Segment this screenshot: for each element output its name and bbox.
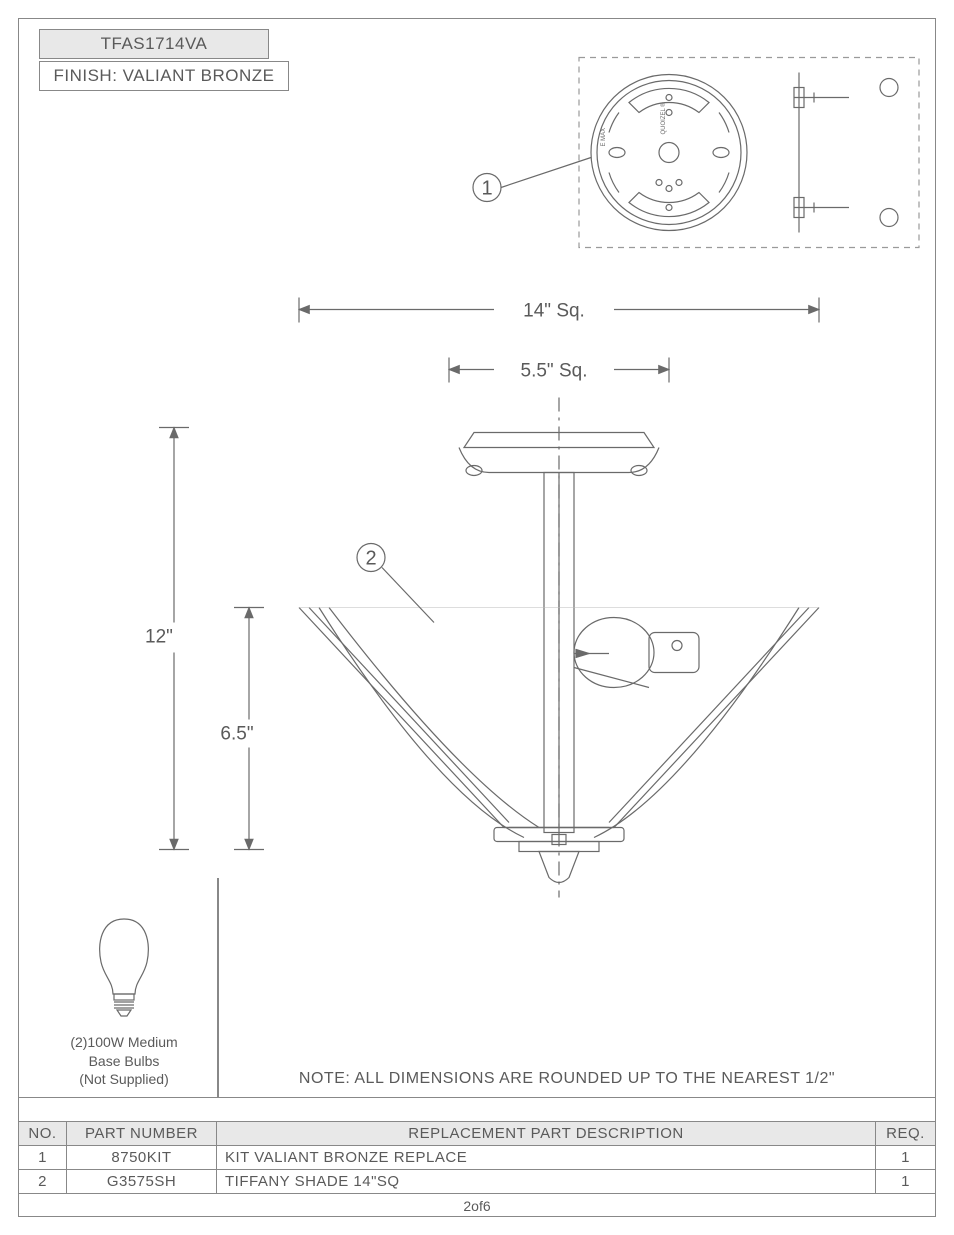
bulb-line1: (2)100W Medium <box>39 1033 209 1051</box>
cell-req: 1 <box>876 1146 936 1170</box>
table-header-row: NO. PART NUMBER REPLACEMENT PART DESCRIP… <box>19 1122 936 1146</box>
col-header-no: NO. <box>19 1122 67 1146</box>
dim-width-canopy: 5.5" Sq. <box>521 361 588 382</box>
bulb-line2: Base Bulbs <box>39 1052 209 1070</box>
cell-no: 2 <box>19 1170 67 1194</box>
dim-width-overall: 14" Sq. <box>523 301 585 322</box>
dim-height-shade: 6.5" <box>220 724 253 745</box>
bulb-icon <box>89 914 159 1024</box>
svg-text:QUOIZEL ®: QUOIZEL ® <box>660 102 667 135</box>
table-row: 1 8750KIT KIT VALIANT BRONZE REPLACE 1 <box>19 1146 936 1170</box>
cell-partnumber: 8750KIT <box>67 1146 217 1170</box>
svg-text:E MAX: E MAX <box>601 128 607 147</box>
cell-description: TIFFANY SHADE 14"SQ <box>217 1170 876 1194</box>
cell-description: KIT VALIANT BRONZE REPLACE <box>217 1146 876 1170</box>
col-header-description: REPLACEMENT PART DESCRIPTION <box>217 1122 876 1146</box>
page-indicator: 2of6 <box>19 1198 935 1214</box>
drawing-frame: TFAS1714VA FINISH: VALIANT BRONZE <box>18 18 936 1217</box>
cell-req: 1 <box>876 1170 936 1194</box>
rounding-note: NOTE: ALL DIMENSIONS ARE ROUNDED UP TO T… <box>229 1070 905 1088</box>
parts-table: NO. PART NUMBER REPLACEMENT PART DESCRIP… <box>18 1121 936 1194</box>
callout-1: 1 <box>481 178 492 200</box>
cell-no: 1 <box>19 1146 67 1170</box>
cell-partnumber: G3575SH <box>67 1170 217 1194</box>
bulb-line3: (Not Supplied) <box>39 1070 209 1088</box>
dim-height-overall: 12" <box>145 627 173 648</box>
table-row: 2 G3575SH TIFFANY SHADE 14"SQ 1 <box>19 1170 936 1194</box>
divider-vertical <box>217 878 219 1098</box>
col-header-partnumber: PART NUMBER <box>67 1122 217 1146</box>
divider-horizontal <box>19 1097 935 1099</box>
col-header-req: REQ. <box>876 1122 936 1146</box>
bulb-spec: (2)100W Medium Base Bulbs (Not Supplied) <box>39 914 209 1088</box>
callout-2: 2 <box>365 548 376 570</box>
